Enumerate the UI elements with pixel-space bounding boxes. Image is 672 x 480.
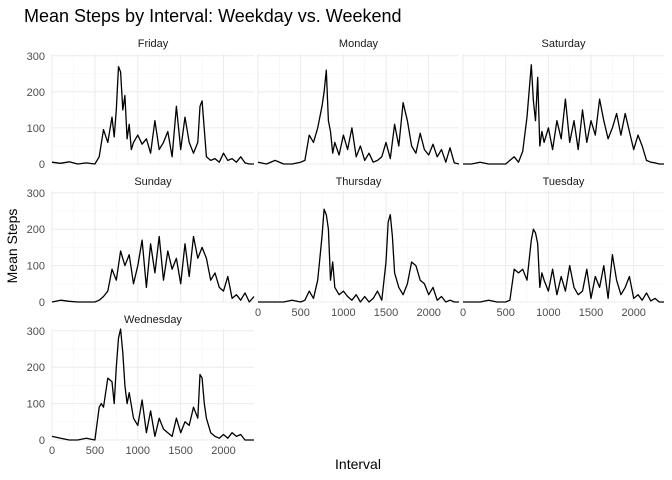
x-tick-label: 500 bbox=[291, 307, 309, 319]
series-line-friday bbox=[51, 65, 254, 165]
facet-strip-label: Friday bbox=[138, 38, 169, 50]
series-line-saturday bbox=[463, 64, 664, 165]
x-tick-label: 1500 bbox=[374, 307, 398, 319]
panel-tuesday: Tuesday 0 500 1000 1500 2000 bbox=[460, 176, 664, 319]
y-tick-label: 300 bbox=[27, 188, 45, 200]
panel-saturday: Saturday bbox=[462, 38, 664, 165]
panel-wednesday: Wednesday 0 100 200 300 0 500 1000 1500 2000 bbox=[27, 314, 254, 457]
x-tick-label: 2000 bbox=[211, 445, 235, 457]
y-tick-label: 100 bbox=[27, 399, 45, 411]
y-tick-label: 0 bbox=[39, 159, 45, 171]
panel-sunday: Sunday 0 100 200 300 bbox=[27, 176, 255, 309]
y-tick-label: 100 bbox=[27, 261, 45, 273]
y-axis-title: Mean Steps bbox=[4, 209, 20, 284]
series-line-tuesday bbox=[463, 228, 664, 303]
facet-strip-label: Wednesday bbox=[124, 314, 182, 326]
x-tick-label: 0 bbox=[49, 445, 55, 457]
x-tick-label: 1000 bbox=[536, 307, 560, 319]
facet-strip-label: Tuesday bbox=[543, 176, 585, 188]
facet-strip-label: Thursday bbox=[336, 176, 382, 188]
chart-title: Mean Steps by Interval: Weekday vs. Week… bbox=[24, 6, 402, 26]
x-tick-label: 2000 bbox=[416, 307, 440, 319]
facet-strip-label: Sunday bbox=[134, 176, 172, 188]
facet-strip-label: Monday bbox=[339, 38, 379, 50]
series-line-monday bbox=[257, 69, 460, 165]
y-tick-label: 0 bbox=[39, 297, 45, 309]
y-tick-label: 200 bbox=[27, 224, 45, 236]
series-line-thursday bbox=[258, 208, 459, 303]
x-tick-label: 500 bbox=[496, 307, 514, 319]
x-tick-label: 1500 bbox=[168, 445, 192, 457]
y-tick-label: 200 bbox=[27, 362, 45, 374]
x-tick-label: 1000 bbox=[331, 307, 355, 319]
x-tick-label: 0 bbox=[460, 307, 466, 319]
x-tick-label: 0 bbox=[255, 307, 261, 319]
x-tick-label: 1500 bbox=[579, 307, 603, 319]
series-line-sunday bbox=[51, 235, 255, 303]
panel-friday: Friday 0 100 200 300 bbox=[27, 38, 254, 171]
panel-monday: Monday bbox=[257, 38, 460, 165]
x-tick-label: 500 bbox=[86, 445, 104, 457]
panel-thursday: Thursday 0 500 1000 1500 2000 bbox=[255, 176, 459, 319]
x-axis-title: Interval bbox=[335, 456, 381, 472]
y-tick-label: 200 bbox=[27, 87, 45, 99]
y-tick-label: 300 bbox=[27, 51, 45, 63]
y-tick-label: 0 bbox=[39, 435, 45, 447]
x-tick-label: 2000 bbox=[621, 307, 645, 319]
facet-panels: Friday 0 100 200 300 Monday Saturday Sunday 0 100… bbox=[27, 38, 664, 457]
y-tick-label: 100 bbox=[27, 123, 45, 135]
facet-strip-label: Saturday bbox=[541, 38, 586, 50]
series-line-wednesday bbox=[51, 328, 254, 441]
y-tick-label: 300 bbox=[27, 326, 45, 338]
x-tick-label: 1000 bbox=[126, 445, 150, 457]
